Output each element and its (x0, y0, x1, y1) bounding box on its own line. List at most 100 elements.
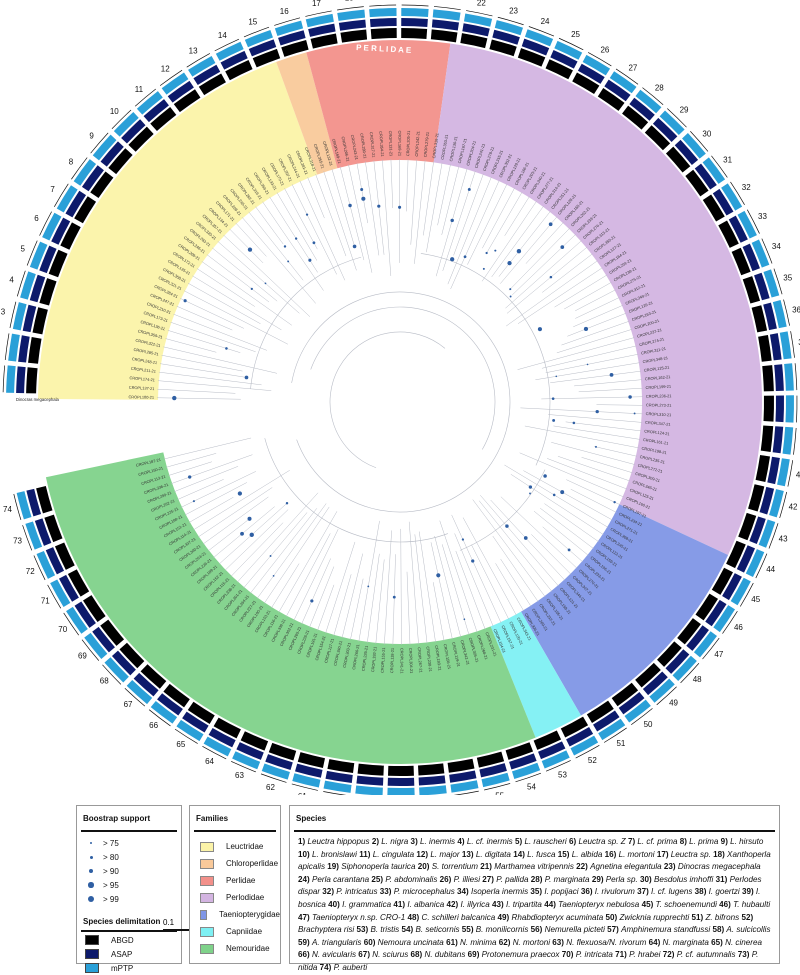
tree-branches (157, 159, 643, 645)
tree-branch (231, 523, 283, 577)
bootstrap-dot (560, 490, 564, 494)
tree-branch (496, 563, 524, 611)
bootstrap-dot (295, 237, 297, 239)
species-name: I. goertzi (709, 887, 740, 896)
bootstrap-level: > 75 (87, 836, 181, 850)
tree-branch (391, 159, 393, 208)
species-number: 50 (606, 913, 615, 922)
delimitation-segment (784, 363, 794, 391)
species-name: B. seticornis (415, 925, 459, 934)
tree-branch (334, 574, 351, 635)
delimitation-segment (369, 8, 396, 17)
species-entry: 49) Rhabdiopteryx acuminata (498, 913, 606, 922)
tree-branch (166, 453, 216, 467)
tip-label: CROPL236-21 (646, 393, 672, 399)
species-name: Protonemura praecox (482, 950, 560, 959)
species-name: Besdolus imhoffi (654, 875, 713, 884)
species-entry: 26) P. illiesi (440, 875, 483, 884)
species-number: 63 (552, 938, 561, 947)
species-number: 26 (440, 875, 449, 884)
cluster-number: 48 (693, 675, 702, 684)
cluster-number: 49 (669, 698, 678, 707)
bootstrap-dot (306, 213, 308, 215)
tree-branch (171, 455, 252, 484)
bootstrap-dot (555, 376, 557, 378)
divider (81, 930, 177, 932)
species-name: Perla carantana (312, 875, 369, 884)
tip-label: CROPL100-21 (128, 394, 154, 399)
tree-branch (218, 241, 300, 313)
species-number: 44 (544, 900, 553, 909)
tree-branch (575, 297, 619, 318)
species-entry: 5) L. rauscheri (515, 837, 569, 846)
species-number: 17 (657, 850, 666, 859)
tree-branch (546, 354, 639, 373)
species-entry: 8) L. prima (680, 837, 721, 846)
species-number: 45 (642, 900, 651, 909)
delimitation-segment (431, 29, 458, 42)
species-entry: 42) I. illyrica (447, 900, 492, 909)
bootstrap-dot (361, 197, 365, 201)
delimitation-segment (26, 367, 37, 393)
cluster-number: 11 (135, 85, 144, 94)
species-entry: 12) L. major (416, 850, 461, 859)
tree-branch (192, 276, 281, 330)
tip-label: CROPL341-21 (399, 648, 404, 674)
delimitation-segment (401, 18, 428, 27)
tree-branch (535, 363, 639, 380)
bootstrap-dot (172, 396, 176, 400)
tree-branch (308, 177, 325, 218)
species-entry: 64) N. marginata (649, 938, 712, 947)
species-number: 70 (562, 950, 571, 959)
tip-label: CROPL131-21 (388, 131, 394, 157)
species-number: 30 (640, 875, 649, 884)
tree-branch (185, 482, 247, 515)
tree-branch (551, 442, 635, 464)
species-name: L. inermis (420, 837, 455, 846)
family-swatch (200, 876, 214, 886)
species-number: 29 (592, 875, 601, 884)
cluster-number: 23 (509, 6, 518, 15)
bootstrap-dot (240, 532, 244, 536)
tree-branch (193, 470, 289, 530)
species-entry: 46) T. hubaulti (719, 900, 770, 909)
tree-branch (553, 426, 640, 440)
species-number: 21 (480, 862, 489, 871)
species-name: N. flexuosa/N. rivorum (566, 938, 646, 947)
family-swatch (200, 910, 207, 920)
species-entry: 41) I. albanica (393, 900, 446, 909)
delimitation-segment (28, 337, 41, 364)
species-entry: 47) Taeniopteryx n.sp. CRO-1 (298, 913, 408, 922)
tree-branch (198, 487, 272, 537)
tree-branch (518, 338, 635, 370)
species-entry: 33) P. microcephalus (380, 887, 457, 896)
delimitation-segment (6, 365, 16, 392)
species-name: N. minima (460, 938, 496, 947)
bootstrap-dot (628, 395, 631, 398)
species-entry: 35) I. popijaci (530, 887, 580, 896)
species-entry: 72) P. cf. autumnalis (663, 950, 738, 959)
species-entry: 32) P. intricatus (322, 887, 379, 896)
species-number: 14 (513, 850, 522, 859)
species-name: Perla sp. (606, 875, 638, 884)
tree-branch (491, 500, 565, 580)
bootstrap-dot (464, 618, 466, 620)
species-number: 72 (663, 950, 672, 959)
tree-branch (202, 261, 292, 325)
species-entry: 57) Amphinemura standfussi (607, 925, 712, 934)
species-name: L. albida (572, 850, 603, 859)
family-swatch (200, 927, 214, 937)
species-entry: 54) B. seticornis (401, 925, 461, 934)
tree-branch (525, 426, 639, 448)
bootstrap-dot (251, 288, 253, 290)
bootstrap-levels: > 75> 80> 90> 95> 99 (77, 836, 181, 906)
species-number: 15 (558, 850, 567, 859)
species-number: 18 (713, 850, 722, 859)
tree-branch (263, 202, 324, 291)
species-entry: 43) I. tripartita (492, 900, 544, 909)
species-name: T. hubaulti (733, 900, 770, 909)
species-entry: 28) P. marginata (531, 875, 592, 884)
tree-branch (520, 408, 642, 414)
cluster-number: 46 (734, 623, 743, 632)
species-list: 1) Leuctra hippopus 2) L. nigra 3) L. in… (290, 836, 779, 975)
